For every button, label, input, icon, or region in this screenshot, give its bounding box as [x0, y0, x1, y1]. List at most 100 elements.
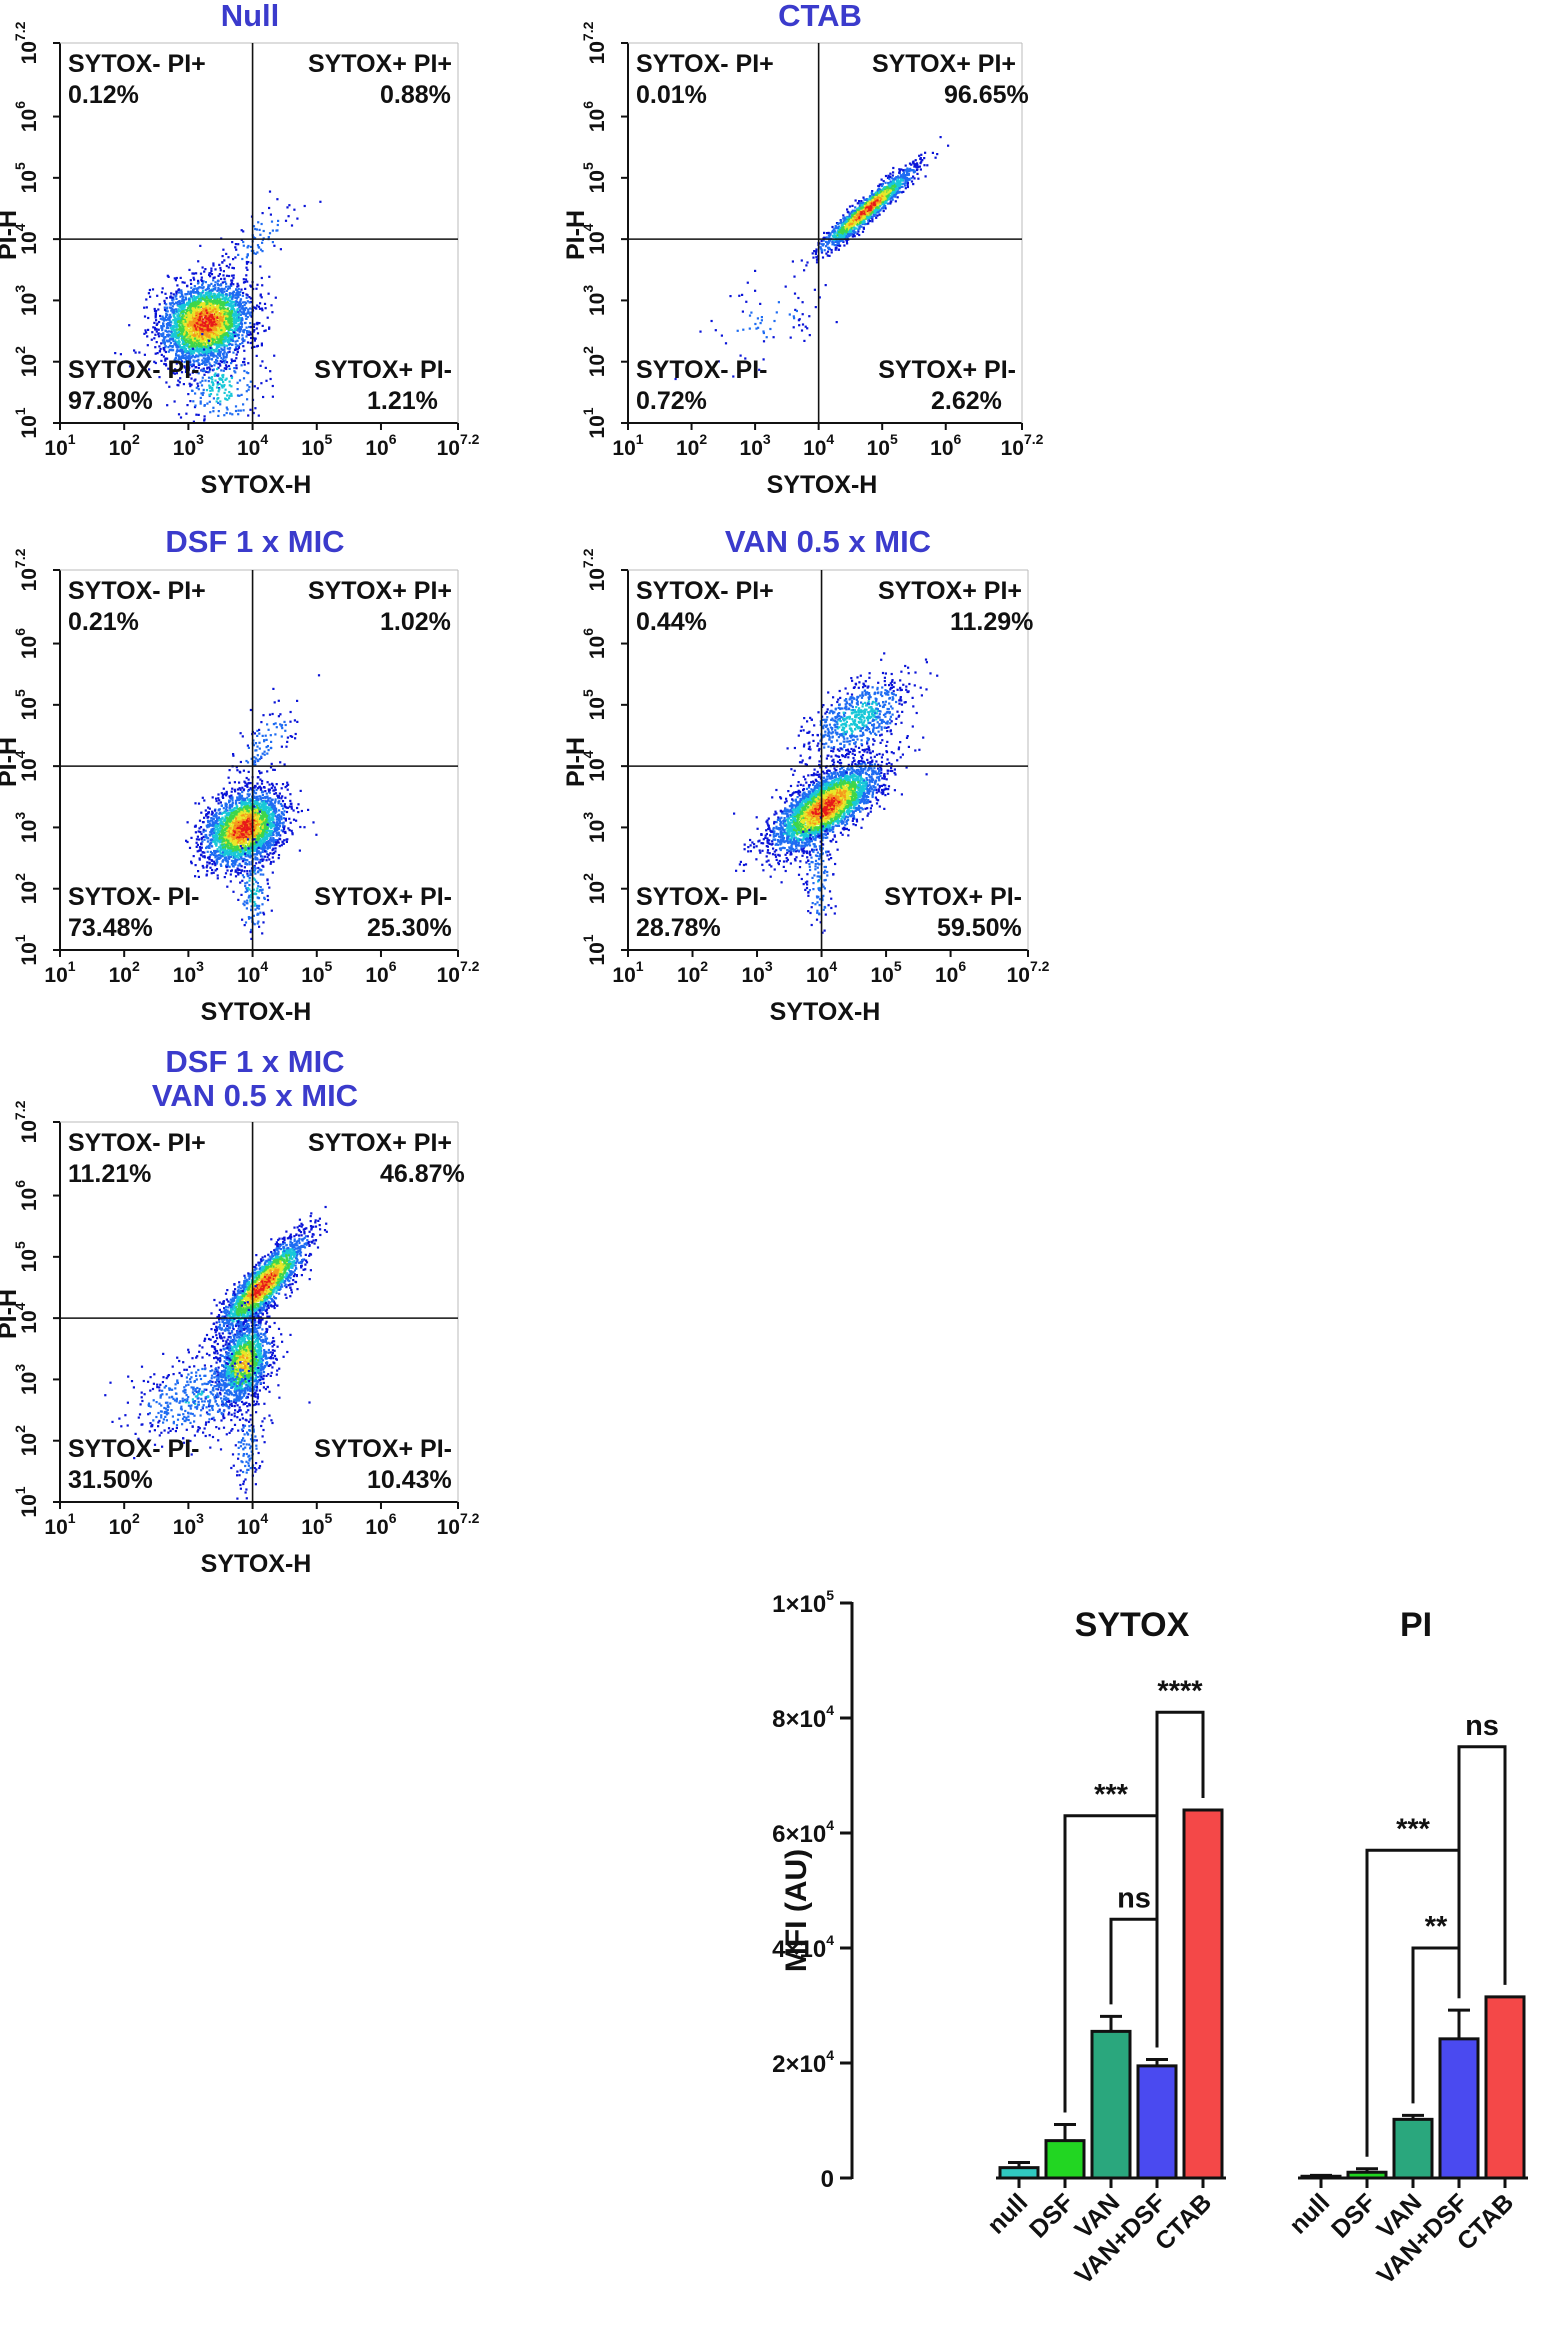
event-dot — [250, 325, 253, 328]
event-dot — [210, 282, 213, 285]
event-dot — [170, 331, 173, 334]
event-dot — [239, 305, 242, 308]
event-dot — [203, 363, 207, 366]
event-dot — [176, 354, 179, 357]
event-dot — [190, 307, 193, 310]
event-dot — [221, 281, 224, 284]
event-dot — [239, 313, 242, 316]
event-dot — [212, 348, 215, 352]
event-dot — [196, 350, 199, 353]
event-dot — [241, 341, 244, 345]
event-dot — [246, 315, 249, 319]
event-dot — [190, 322, 193, 325]
event-dot — [250, 336, 253, 340]
event-dot — [213, 302, 216, 306]
event-dot — [204, 291, 207, 294]
event-dot — [902, 169, 905, 172]
event-dot — [230, 385, 233, 388]
event-dot — [235, 333, 238, 336]
event-dot — [228, 332, 231, 335]
event-dot — [204, 268, 207, 271]
event-dot — [186, 293, 189, 296]
event-dot — [224, 339, 227, 342]
event-dot — [210, 308, 213, 311]
event-dot — [188, 320, 191, 323]
event-dot — [249, 307, 252, 310]
event-dot — [201, 348, 204, 351]
event-dot — [195, 355, 198, 358]
event-dot — [191, 297, 194, 300]
event-dot — [204, 307, 208, 310]
event-dot — [209, 328, 212, 331]
event-dot — [234, 332, 237, 335]
event-dot — [259, 364, 262, 367]
event-dot — [201, 291, 204, 294]
event-dot — [243, 313, 246, 316]
event-dot — [206, 354, 209, 357]
event-dot — [237, 243, 240, 246]
event-dot — [246, 280, 249, 283]
event-dot — [223, 290, 226, 293]
event-dot — [226, 341, 230, 344]
event-dot — [168, 330, 171, 333]
event-dot — [184, 296, 187, 299]
event-dot — [185, 338, 188, 341]
event-dot — [199, 400, 202, 403]
event-dot — [216, 279, 219, 282]
tick-exponent: 2 — [12, 346, 28, 354]
event-dot — [181, 293, 184, 296]
event-dot — [190, 341, 193, 344]
event-dot — [820, 248, 823, 251]
event-dot — [179, 358, 182, 361]
event-dot — [163, 318, 166, 321]
event-dot — [191, 354, 194, 357]
event-dot — [265, 379, 268, 382]
event-dot — [261, 212, 264, 215]
event-dot — [205, 336, 208, 339]
event-dot — [240, 393, 243, 396]
event-dot — [166, 306, 169, 309]
event-dot — [256, 244, 260, 247]
event-dot — [191, 350, 194, 353]
event-dot — [815, 256, 818, 259]
event-dot — [187, 303, 190, 306]
event-dot — [206, 292, 209, 295]
event-dot — [190, 389, 194, 392]
event-dot — [229, 412, 232, 415]
event-dot — [175, 362, 178, 365]
event-dot — [232, 308, 235, 311]
scatter-points — [114, 190, 322, 423]
event-dot — [192, 321, 195, 324]
event-dot — [171, 337, 174, 340]
event-dot — [240, 320, 243, 324]
event-dot — [183, 318, 186, 321]
event-dot — [231, 312, 234, 316]
event-dot — [153, 360, 156, 363]
event-dot — [191, 352, 194, 355]
event-dot — [224, 359, 227, 362]
event-dot — [176, 314, 179, 317]
event-dot — [892, 171, 895, 174]
event-dot — [197, 331, 200, 334]
event-dot — [225, 367, 228, 371]
panel-title: CTAB — [778, 0, 862, 33]
event-dot — [203, 419, 206, 422]
event-dot — [256, 387, 259, 390]
event-dot — [203, 370, 206, 373]
event-dot — [223, 334, 226, 337]
event-dot — [896, 196, 899, 199]
event-dot — [255, 354, 258, 357]
event-dot — [196, 289, 199, 292]
event-dot — [191, 333, 194, 336]
event-dot — [216, 337, 219, 340]
event-dot — [212, 296, 215, 299]
event-dot — [247, 414, 250, 417]
event-dot — [214, 286, 217, 289]
event-dot — [198, 324, 201, 328]
event-dot — [181, 346, 184, 349]
event-dot — [172, 334, 175, 337]
event-dot — [156, 322, 159, 325]
event-dot — [219, 325, 222, 328]
event-dot — [177, 328, 180, 331]
event-dot — [208, 348, 211, 351]
